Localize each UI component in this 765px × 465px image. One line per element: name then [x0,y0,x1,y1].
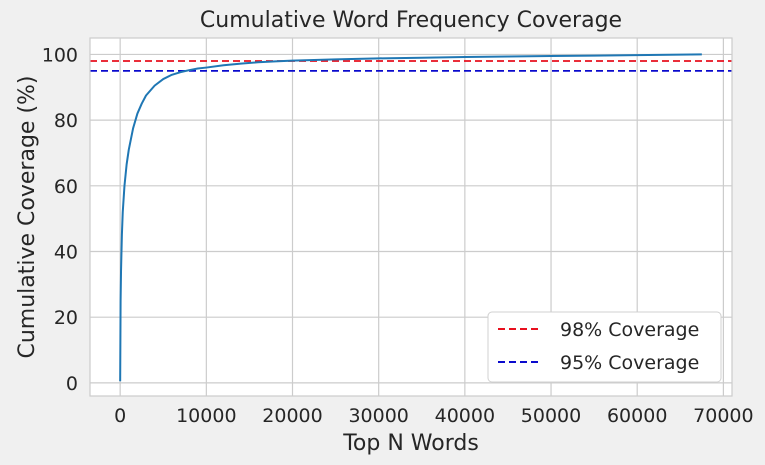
plot-frame [89,37,733,397]
y-tick-label: 20 [54,307,78,329]
x-tick-label: 30000 [348,405,408,427]
x-tick-label: 60000 [607,405,667,427]
x-tick-label: 20000 [262,405,322,427]
reference-lines [90,60,732,72]
x-axis-label: Top N Words [342,431,479,456]
x-tick-label: 10000 [176,405,236,427]
y-tick-label: 40 [54,241,78,263]
x-tick-label: 0 [114,405,126,427]
legend-label-98: 98% Coverage [560,319,699,341]
series-layer [119,53,702,382]
y-tick-label: 100 [42,44,78,66]
x-tick-label: 70000 [693,405,753,427]
coverage-line [119,53,702,382]
tick-layer: 0 10000 20000 30000 40000 50000 60000 70000 0 20 4… [42,44,754,427]
y-tick-label: 60 [54,176,78,198]
y-tick-label: 0 [66,373,78,395]
legend: 98% Coverage 95% Coverage [487,311,722,383]
x-tick-label: 50000 [521,405,581,427]
legend-label-95: 95% Coverage [560,352,699,374]
legend-box [487,311,722,383]
chart-title: Cumulative Word Frequency Coverage [200,8,622,33]
x-tick-label: 40000 [435,405,495,427]
y-axis-label: Cumulative Coverage (%) [15,75,40,358]
y-tick-label: 80 [54,110,78,132]
